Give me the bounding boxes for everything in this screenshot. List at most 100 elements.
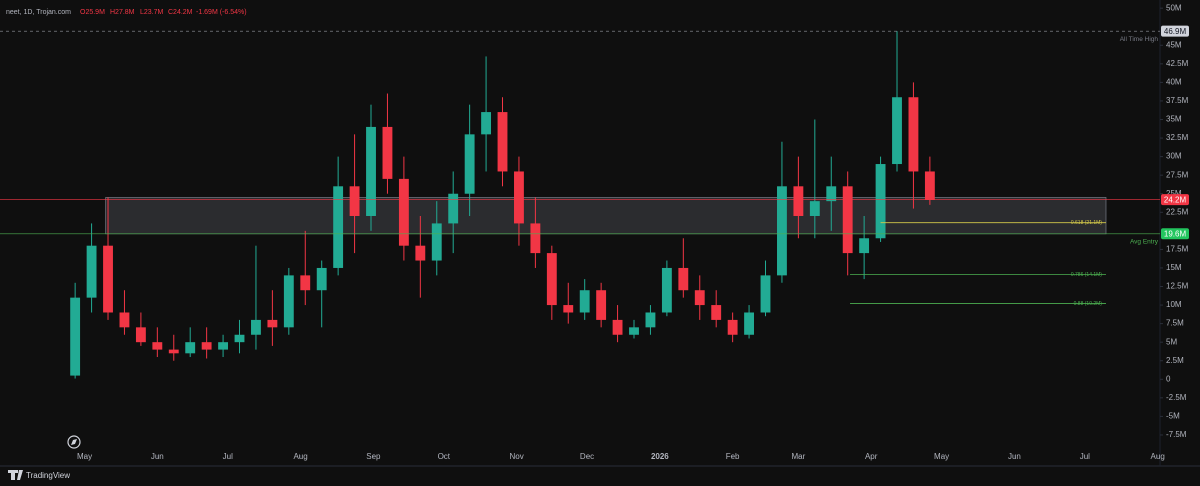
candle-body xyxy=(267,319,278,328)
price-tag xyxy=(1161,228,1189,240)
x-tick-label: May xyxy=(77,452,92,461)
candle-body xyxy=(283,275,294,328)
candle-body xyxy=(448,193,459,224)
level-name: Avg Entry xyxy=(1130,239,1159,246)
y-tick-label: 45M xyxy=(1166,40,1182,49)
x-tick-label: Dec xyxy=(580,452,594,461)
x-tick-label: Aug xyxy=(1151,452,1165,461)
x-tick-label: 2026 xyxy=(651,452,669,461)
ohlc-high: H27.8M xyxy=(110,9,135,16)
candle-body xyxy=(908,97,919,172)
ohlc-open: O25.9M xyxy=(80,9,105,16)
y-tick-label: 15M xyxy=(1166,263,1182,272)
price-tag-label: 19.6M xyxy=(1164,229,1187,238)
level-name: All Time High xyxy=(1120,36,1159,43)
compass-icon[interactable] xyxy=(67,435,81,449)
y-tick-label: 2.5M xyxy=(1166,356,1184,365)
candle-body xyxy=(530,223,541,254)
fib-label: 0.618 (21.1M) xyxy=(1071,220,1102,226)
candle-body xyxy=(777,186,787,276)
y-tick-label: 5M xyxy=(1166,337,1177,346)
candle-body xyxy=(744,312,754,335)
candle-body xyxy=(629,327,639,335)
y-tick-label: 22.5M xyxy=(1166,207,1189,216)
candle-body xyxy=(70,297,81,376)
x-tick-label: Jul xyxy=(1080,452,1090,461)
candle-body xyxy=(103,245,113,313)
candle-body xyxy=(481,112,492,135)
symbol: neet, 1D, Trojan.com xyxy=(6,9,71,16)
y-tick-label: 50M xyxy=(1166,3,1182,12)
price-tag xyxy=(1161,194,1189,206)
y-tick-label: 25M xyxy=(1166,189,1182,198)
x-tick-label: May xyxy=(934,452,949,461)
y-tick-label: -2.5M xyxy=(1166,393,1187,402)
x-tick-label: Apr xyxy=(865,452,878,461)
candle-body xyxy=(218,342,229,350)
y-tick-label: 27.5M xyxy=(1166,170,1189,179)
candle-body xyxy=(497,112,508,172)
x-tick-label: Nov xyxy=(509,452,523,461)
candle-body xyxy=(152,342,163,350)
candle-body xyxy=(546,253,557,306)
candle-body xyxy=(431,223,442,261)
candle-body xyxy=(596,290,607,320)
candle-body xyxy=(859,238,870,254)
price-tag-label: 24.2M xyxy=(1164,195,1187,204)
candle-body xyxy=(842,186,853,254)
y-tick-label: -7.5M xyxy=(1166,430,1187,439)
fib-label: 0.786 (14.1M) xyxy=(1071,272,1102,278)
x-tick-label: Mar xyxy=(791,452,805,461)
candle-body xyxy=(514,171,524,224)
y-tick-label: 7.5M xyxy=(1166,319,1184,328)
candle-body xyxy=(333,186,344,268)
candle-body xyxy=(201,342,212,350)
candle-body xyxy=(366,126,376,216)
logo xyxy=(8,470,23,480)
y-tick-label: 12.5M xyxy=(1166,282,1189,291)
candle-body xyxy=(168,349,179,354)
price-tag-label: 46.9M xyxy=(1164,27,1187,36)
candle-body xyxy=(86,245,97,298)
candle-body xyxy=(711,305,722,320)
candle-body xyxy=(415,245,426,261)
candle-body xyxy=(826,186,837,202)
candle-body xyxy=(924,171,935,200)
candle-body xyxy=(760,275,771,313)
candle-body xyxy=(809,201,820,216)
candle-body xyxy=(300,275,311,291)
candle-body xyxy=(645,312,656,328)
y-tick-label: 17.5M xyxy=(1166,245,1189,254)
y-tick-label: 40M xyxy=(1166,77,1182,86)
ohlc-low: L23.7M xyxy=(140,9,164,16)
candle-body xyxy=(727,319,738,335)
y-tick-label: 0 xyxy=(1166,374,1171,383)
y-tick-label: 37.5M xyxy=(1166,96,1189,105)
candle-body xyxy=(251,319,261,335)
x-tick-label: Oct xyxy=(438,452,451,461)
candle-body xyxy=(793,186,804,216)
candle-body xyxy=(382,126,393,179)
x-tick-label: Jun xyxy=(1008,452,1021,461)
fib-label: 0.88 (10.2M) xyxy=(1074,301,1103,307)
candle-body xyxy=(135,327,146,343)
candle-body xyxy=(875,164,886,239)
footer-brand: TradingView xyxy=(26,471,70,480)
header: neet, 1D, Trojan.com O25.9M H27.8M L23.7… xyxy=(6,9,247,16)
candle-body xyxy=(579,290,590,313)
y-tick-label: 30M xyxy=(1166,152,1182,161)
x-tick-label: Feb xyxy=(726,452,740,461)
candle-body xyxy=(892,97,902,165)
y-tick-label: 35M xyxy=(1166,115,1182,124)
candle-body xyxy=(612,319,623,335)
candle-body xyxy=(398,178,409,246)
x-tick-label: Aug xyxy=(293,452,307,461)
y-tick-label: -5M xyxy=(1166,412,1180,421)
zone xyxy=(105,197,1107,235)
y-tick-label: 32.5M xyxy=(1166,133,1189,142)
y-tick-label: 42.5M xyxy=(1166,59,1189,68)
y-tick-label: 10M xyxy=(1166,300,1182,309)
candle-body xyxy=(185,342,196,354)
